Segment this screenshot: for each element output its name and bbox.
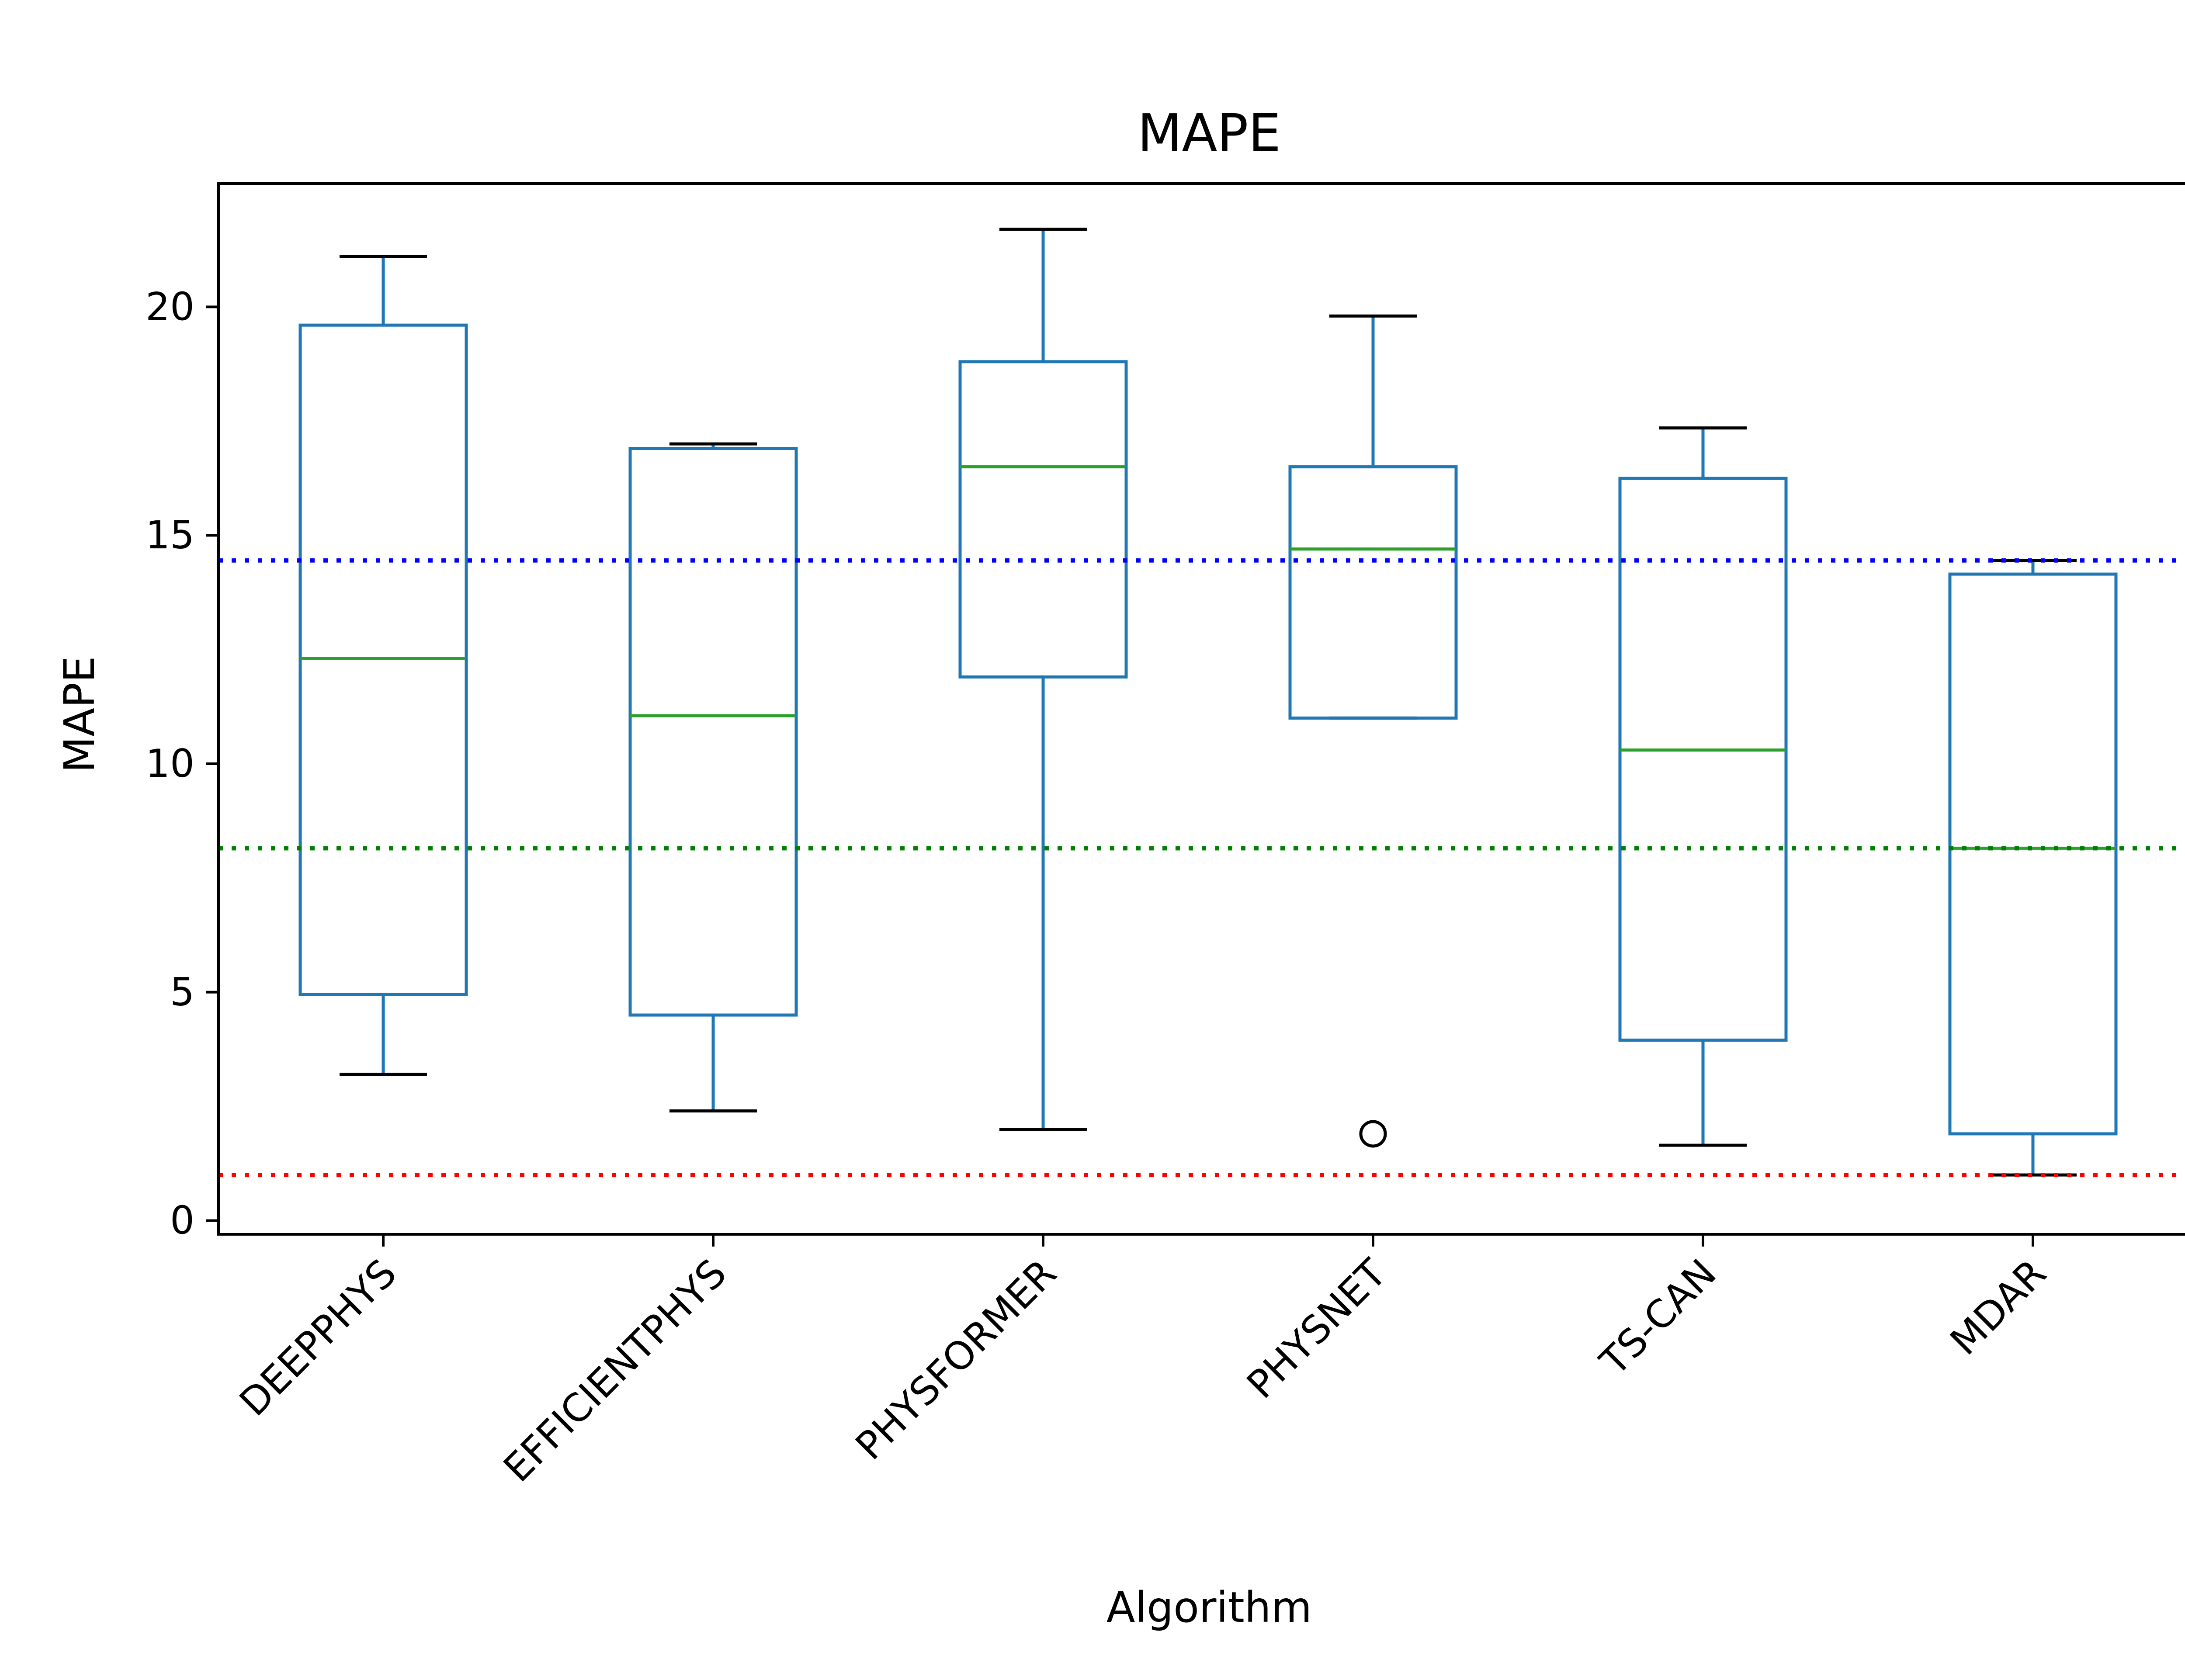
box-group-ts-can [1618, 426, 1788, 1147]
box-iqr [1948, 572, 2118, 1136]
box-iqr [1618, 476, 1788, 1042]
plot-frame [217, 182, 2185, 1236]
box-group-deepphys [298, 255, 468, 1076]
outlier-point [1359, 1120, 1387, 1148]
chart-title: MAPE [1138, 103, 1281, 163]
y-tick-label: 0 [170, 1198, 194, 1243]
y-tick-label: 15 [146, 513, 194, 558]
y-axis-label: MAPE [55, 656, 104, 772]
box-iqr [1288, 465, 1458, 720]
box-group-physnet [1288, 314, 1458, 1148]
y-tick-label: 5 [170, 970, 194, 1015]
y-tick-label: 20 [146, 284, 194, 329]
box-group-efficientphys [628, 442, 798, 1113]
box-iqr [628, 447, 798, 1017]
box-group-physformer [958, 228, 1128, 1131]
box-iqr [958, 360, 1128, 679]
x-axis-label: Algorithm [1106, 1583, 1312, 1632]
y-tick-label: 10 [146, 741, 194, 786]
